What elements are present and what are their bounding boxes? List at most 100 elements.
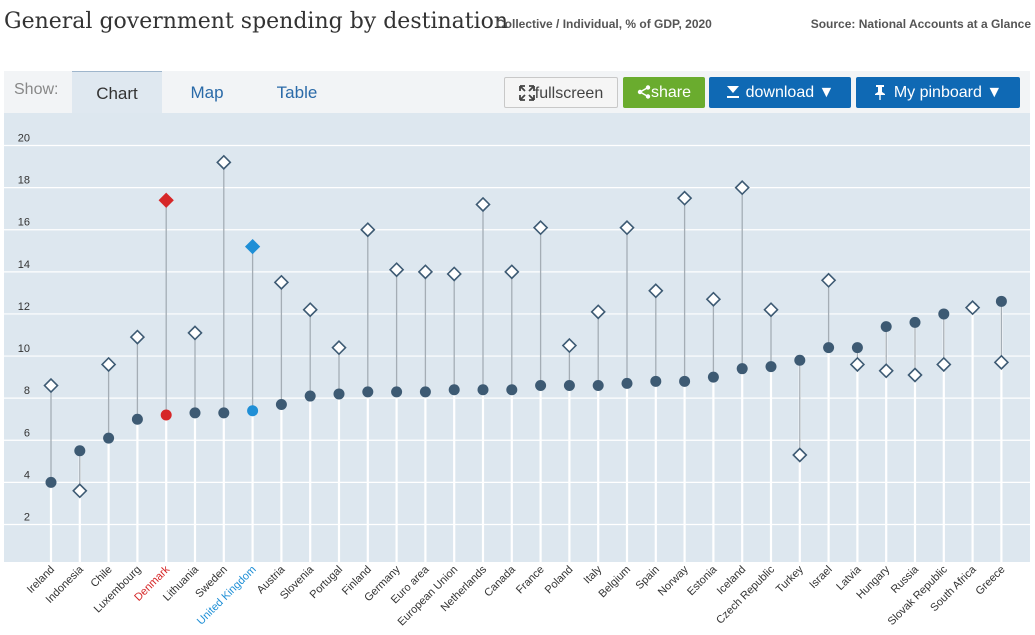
collective-point-italy bbox=[592, 380, 604, 392]
show-label: Show: bbox=[14, 81, 59, 98]
collective-point-chile bbox=[103, 432, 115, 444]
fullscreen-button[interactable]: fullscreen bbox=[504, 77, 618, 108]
individual-point-ireland bbox=[43, 377, 59, 394]
x-tick-label-greece: Greece bbox=[974, 564, 1008, 598]
collective-point-spain bbox=[650, 375, 662, 387]
x-tick-label-france: France bbox=[514, 564, 547, 597]
collective-point-iceland bbox=[736, 363, 748, 375]
y-tick-label: 14 bbox=[18, 259, 30, 271]
collective-point-norway bbox=[679, 375, 691, 387]
individual-point-luxembourg bbox=[129, 329, 146, 345]
collective-point-lithuania bbox=[189, 407, 201, 419]
download-label: download ▼ bbox=[745, 84, 835, 101]
collective-point-czech-republic bbox=[765, 361, 777, 373]
individual-point-russia bbox=[907, 367, 923, 383]
download-button[interactable]: download ▼ bbox=[709, 77, 851, 108]
individual-point-spain bbox=[648, 283, 664, 299]
page-title: General government spending by destinati… bbox=[4, 9, 509, 34]
x-tick-label-turkey: Turkey bbox=[774, 563, 806, 595]
collective-point-hungary bbox=[880, 321, 892, 333]
collective-point-turkey bbox=[794, 354, 806, 366]
individual-point-estonia bbox=[705, 291, 722, 307]
chart-subtitle: Collective / Individual, % of GDP, 2020 bbox=[496, 17, 712, 31]
pinboard-label: My pinboard ▼ bbox=[893, 84, 1003, 101]
collective-point-belgium bbox=[621, 377, 633, 389]
individual-point-greece bbox=[993, 354, 1010, 370]
individual-point-slovak-republic bbox=[936, 356, 952, 373]
individual-point-south-africa bbox=[964, 300, 981, 316]
individual-point-latvia bbox=[849, 356, 866, 373]
individual-point-israel bbox=[820, 272, 837, 288]
collective-point-estonia bbox=[707, 371, 719, 383]
individual-point-germany bbox=[388, 262, 405, 278]
x-tick-label-israel: Israel bbox=[807, 564, 835, 592]
collective-point-slovenia bbox=[304, 390, 316, 402]
download-icon bbox=[726, 86, 739, 98]
collective-point-denmark bbox=[160, 409, 172, 421]
fullscreen-label: fullscreen bbox=[534, 85, 604, 102]
y-tick-label: 2 bbox=[24, 511, 30, 523]
individual-point-norway bbox=[676, 190, 693, 206]
collective-point-israel bbox=[823, 342, 835, 354]
y-tick-label: 6 bbox=[24, 427, 30, 439]
y-tick-label: 8 bbox=[24, 385, 30, 397]
individual-point-united-kingdom bbox=[244, 238, 261, 255]
x-tick-label-chile: Chile bbox=[89, 564, 115, 590]
collective-point-germany bbox=[391, 386, 403, 398]
x-tick-label-poland: Poland bbox=[543, 564, 576, 597]
individual-point-italy bbox=[590, 304, 606, 320]
toolbar: Show: Chart Map Table fullscreen share d… bbox=[4, 71, 1030, 114]
individual-point-indonesia bbox=[72, 483, 88, 499]
y-tick-label: 16 bbox=[18, 217, 30, 229]
individual-point-portugal bbox=[331, 340, 347, 356]
tab-map[interactable]: Map bbox=[190, 83, 224, 102]
x-tick-label-belgium: Belgium bbox=[597, 564, 634, 601]
y-tick-label: 18 bbox=[18, 175, 30, 187]
fullscreen-icon bbox=[518, 85, 535, 101]
collective-point-portugal bbox=[333, 388, 345, 400]
collective-point-luxembourg bbox=[131, 413, 143, 425]
source-note: Source: National Accounts at a Glance bbox=[810, 17, 1031, 31]
individual-point-poland bbox=[561, 337, 578, 354]
individual-point-sweden bbox=[216, 154, 232, 170]
collective-point-euro-area bbox=[419, 386, 431, 398]
collective-point-greece bbox=[995, 295, 1007, 307]
x-tick-label-italy: Italy bbox=[582, 563, 605, 586]
collective-point-france bbox=[535, 380, 547, 392]
individual-point-denmark bbox=[158, 192, 174, 208]
individual-point-netherlands bbox=[475, 196, 491, 213]
individual-point-iceland bbox=[734, 180, 750, 196]
x-tick-label-norway: Norway bbox=[656, 563, 691, 598]
share-button[interactable]: share bbox=[623, 77, 705, 108]
individual-point-canada bbox=[504, 264, 520, 280]
individual-point-turkey bbox=[792, 447, 808, 463]
share-icon bbox=[637, 85, 651, 99]
collective-point-united-kingdom bbox=[247, 405, 259, 417]
collective-point-austria bbox=[275, 398, 287, 410]
tab-chart[interactable]: Chart bbox=[72, 71, 162, 114]
tab-table[interactable]: Table bbox=[276, 83, 318, 102]
share-label: share bbox=[650, 84, 692, 101]
individual-point-belgium bbox=[619, 220, 635, 236]
y-tick-label: 12 bbox=[18, 301, 30, 313]
collective-point-indonesia bbox=[74, 445, 86, 457]
collective-point-european-union bbox=[448, 384, 460, 396]
individual-point-finland bbox=[360, 222, 376, 238]
individual-point-euro-area bbox=[417, 264, 434, 280]
individual-point-european-union bbox=[446, 266, 462, 282]
individual-point-lithuania bbox=[187, 325, 203, 341]
collective-point-slovak-republic bbox=[938, 308, 950, 320]
collective-point-latvia bbox=[851, 342, 863, 354]
individual-point-chile bbox=[100, 356, 117, 373]
pinboard-button[interactable]: My pinboard ▼ bbox=[856, 77, 1020, 108]
collective-point-finland bbox=[362, 386, 374, 398]
individual-point-austria bbox=[273, 274, 290, 290]
collective-point-poland bbox=[563, 380, 575, 392]
individual-point-slovenia bbox=[302, 302, 318, 318]
pin-icon bbox=[874, 85, 885, 100]
individual-point-france bbox=[532, 220, 549, 236]
individual-point-hungary bbox=[878, 363, 894, 379]
x-tick-label-canada: Canada bbox=[482, 563, 518, 599]
collective-point-canada bbox=[506, 384, 518, 396]
collective-point-ireland bbox=[45, 476, 57, 488]
